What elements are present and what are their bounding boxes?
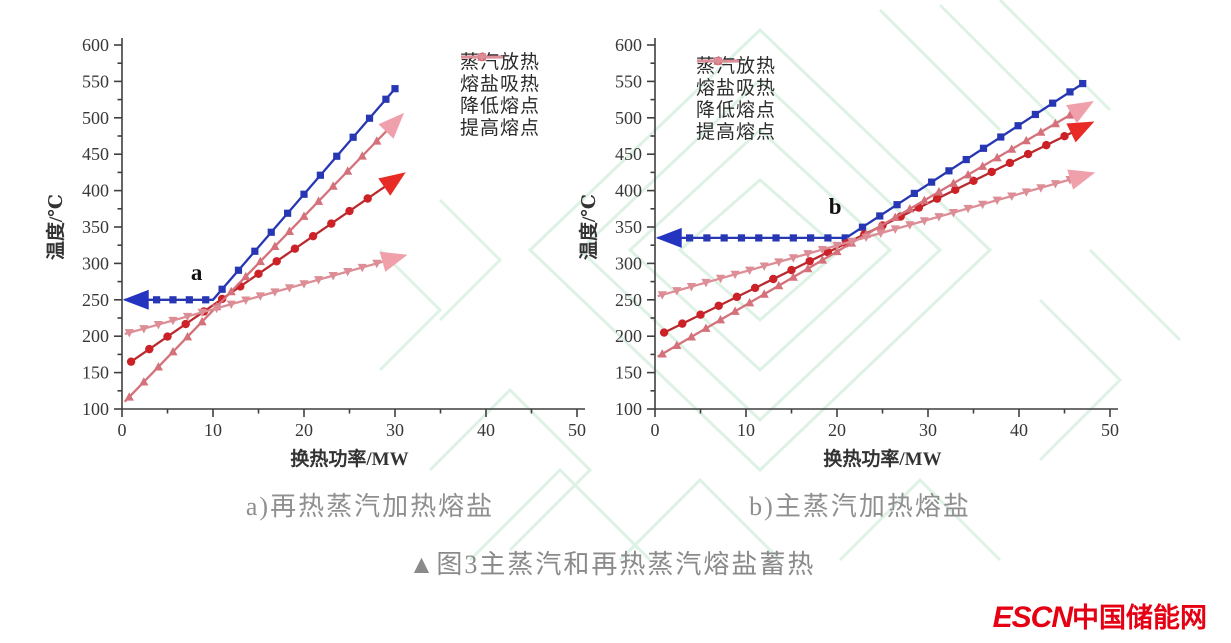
legend-label: 熔盐吸热	[696, 78, 777, 99]
legend-item-lowered-melting-point: 降低熔点	[460, 52, 541, 117]
legend-label: 降低熔点	[696, 100, 777, 121]
tick-labels: 0 10 20 30 40 50 100 150 200 250 300 350 400 450 500 55…	[615, 35, 1119, 440]
series-lowered-melting-point	[657, 101, 1094, 358]
svg-text:600: 600	[82, 35, 109, 55]
svg-text:400: 400	[615, 181, 642, 201]
svg-text:0: 0	[118, 420, 127, 440]
chart-svg-a: 0 10 20 30 40 50 100 150 200 250 300 350 400 450 500 55…	[44, 35, 586, 470]
tick-labels: 0 10 20 30 40 50 100 150 200 250 300 350 400 450 500 55…	[82, 35, 586, 440]
legend-label: 提高熔点	[696, 122, 777, 143]
svg-text:300: 300	[615, 253, 642, 273]
legend-item-molten-salt-heat-absorb: 熔盐吸热	[460, 52, 541, 95]
annotation-b: b	[829, 194, 842, 219]
legend-label: 提高熔点	[460, 118, 541, 139]
svg-text:550: 550	[82, 71, 109, 91]
legend-item-raised-melting-point: 提高熔点	[696, 57, 777, 143]
legend-label: 熔盐吸热	[460, 74, 541, 95]
svg-text:250: 250	[82, 290, 109, 310]
chart-a-reheat-steam: 0 10 20 30 40 50 100 150 200 250 300 350 400 450 500 55…	[28, 8, 628, 478]
svg-text:100: 100	[82, 399, 109, 419]
svg-text:150: 150	[615, 363, 642, 383]
series-raised-melting-point	[124, 251, 408, 338]
legend-item-raised-melting-point: 提高熔点	[460, 53, 541, 139]
escn-logo: ESCN中国储能网	[993, 596, 1207, 635]
legend-item-lowered-melting-point: 降低熔点	[696, 56, 777, 121]
svg-text:200: 200	[82, 326, 109, 346]
chart-svg-b: 0 10 20 30 40 50 100 150 200 250 300 350 400 450 500 55…	[577, 35, 1119, 470]
svg-text:40: 40	[1010, 420, 1028, 440]
logo-text-en: ESCN	[992, 601, 1073, 634]
series-steam-heat-release	[122, 85, 399, 310]
caption-chart-b: b)主蒸汽加热熔盐	[749, 492, 971, 521]
legend-item-molten-salt-heat-absorb: 熔盐吸热	[696, 56, 777, 99]
svg-text:50: 50	[1101, 420, 1119, 440]
svg-text:600: 600	[615, 35, 642, 55]
svg-text:500: 500	[615, 108, 642, 128]
svg-text:250: 250	[615, 290, 642, 310]
series-raised-melting-point	[657, 169, 1096, 300]
series-steam-heat-release	[655, 79, 1087, 248]
logo-text-cn: 中国储能网	[1072, 603, 1207, 633]
svg-text:40: 40	[477, 420, 495, 440]
svg-text:30: 30	[386, 420, 404, 440]
svg-text:30: 30	[919, 420, 937, 440]
legend-swatch-triangle-down-icon	[461, 53, 503, 62]
caption-chart-a: a)再热蒸汽加热熔盐	[245, 492, 495, 521]
x-axis-title: 换热功率/MW	[290, 447, 408, 470]
svg-text:10: 10	[204, 420, 222, 440]
series-lowered-melting-point	[123, 112, 405, 403]
svg-text:350: 350	[615, 217, 642, 237]
svg-text:0: 0	[651, 420, 660, 440]
svg-text:450: 450	[82, 144, 109, 164]
svg-text:350: 350	[82, 217, 109, 237]
svg-text:10: 10	[737, 420, 755, 440]
svg-text:100: 100	[615, 399, 642, 419]
svg-text:450: 450	[615, 144, 642, 164]
svg-text:50: 50	[568, 420, 586, 440]
svg-text:400: 400	[82, 181, 109, 201]
y-axis-title: 温度/℃	[44, 194, 67, 260]
annotation-a: a	[191, 260, 203, 285]
y-axis-title: 温度/℃	[577, 194, 600, 260]
figure-caption: ▲图3主蒸汽和再热蒸汽熔盐蓄热	[408, 550, 816, 579]
svg-text:200: 200	[615, 326, 642, 346]
legend-swatch-triangle-down-icon	[697, 57, 739, 66]
svg-text:500: 500	[82, 108, 109, 128]
x-axis-title: 换热功率/MW	[823, 447, 941, 470]
svg-text:20: 20	[828, 420, 846, 440]
axes	[647, 38, 1118, 417]
svg-text:150: 150	[82, 363, 109, 383]
legend-label: 降低熔点	[460, 96, 541, 117]
axes	[114, 38, 585, 417]
chart-b-main-steam: 0 10 20 30 40 50 100 150 200 250 300 350 400 450 500 55…	[561, 8, 1201, 478]
svg-text:300: 300	[82, 253, 109, 273]
svg-text:550: 550	[615, 71, 642, 91]
svg-text:20: 20	[295, 420, 313, 440]
legend-a: 蒸汽放热 熔盐吸热 降低熔点 提高熔点	[460, 50, 541, 139]
legend-b: 蒸汽放热 熔盐吸热 降低熔点 提高熔点	[696, 54, 777, 143]
